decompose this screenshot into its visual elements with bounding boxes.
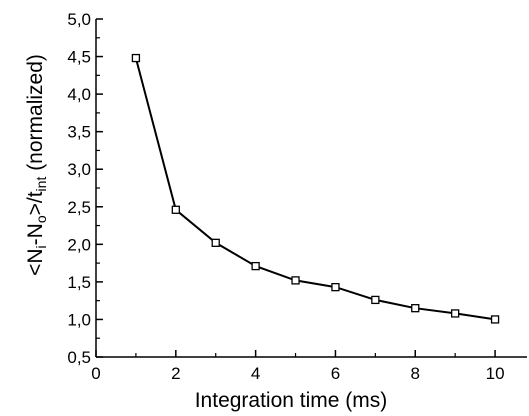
y-axis: 0,5 1,0 1,5 2,0 2,5 3,0 3,5 4,0 4,5 5,0 [67,10,103,367]
series-line [134,57,496,321]
data-point [411,304,420,313]
y-tick-label: 4,0 [67,85,91,104]
x-tick-label: 10 [486,364,505,383]
y-tick-label: 4,5 [67,48,91,67]
data-point [451,309,460,318]
x-axis: 0 2 4 6 8 10 [91,350,505,383]
data-point [251,261,260,271]
y-axis-title-part: <N [24,248,47,275]
x-tick-label: 2 [171,364,180,383]
y-axis-title-subscript: int [33,177,49,192]
y-tick-label: 3,0 [67,160,91,179]
y-tick-label: 0,5 [67,348,91,367]
y-tick-label: 3,5 [67,123,91,142]
data-point [371,295,380,305]
y-tick-label: 1,5 [67,273,91,292]
x-tick-label: 0 [91,364,100,383]
x-axis-title: Integration time (ms) [195,389,388,412]
x-tick-label: 8 [411,364,420,383]
y-axis-title-part: >/t [24,191,47,215]
data-point [490,315,500,324]
y-axis-title: <Ni-No>/tint (normalized) [24,54,49,276]
y-tick-label: 2,5 [67,198,91,217]
y-tick-label: 5,0 [67,10,91,29]
y-axis-title-subscript: o [33,215,49,223]
y-tick-label: 1,0 [67,310,91,329]
data-point [331,282,340,292]
y-tick-label: 2,0 [67,235,91,254]
plot-frame [95,19,527,358]
data-point [211,238,220,247]
data-point [131,53,141,63]
x-tick-label: 6 [331,364,340,383]
y-axis-title-subscript: i [33,245,49,248]
y-axis-title-part: (normalized) [24,54,47,177]
data-point [291,276,300,285]
data-point [171,205,180,214]
y-axis-title-part: -N [24,223,47,245]
series-layer [131,53,500,324]
x-tick-label: 4 [251,364,260,383]
